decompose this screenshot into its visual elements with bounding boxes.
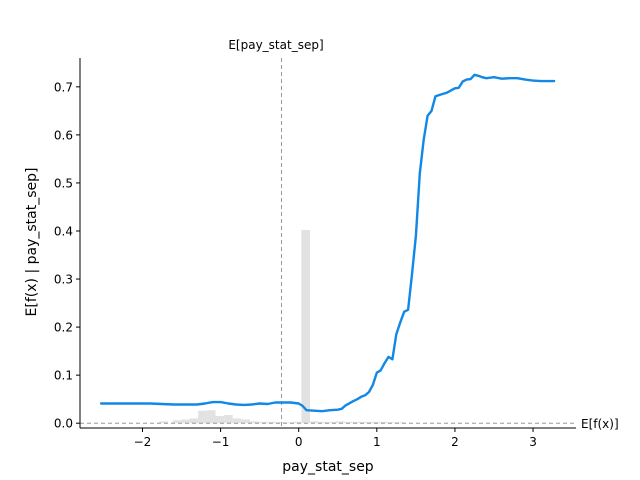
histogram-bar	[241, 419, 250, 424]
y-tick-label: 0.2	[54, 321, 73, 335]
histogram-bar	[198, 410, 207, 424]
histogram-bar	[159, 421, 168, 424]
y-axis-ticks: 0.0 0.1 0.2 0.3 0.4 0.5 0.6 0.7	[54, 80, 80, 431]
x-tick-label: 3	[529, 435, 537, 449]
y-tick-label: 0.0	[54, 417, 73, 431]
histogram-bar	[361, 421, 371, 424]
histogram-bar	[181, 419, 190, 424]
histogram-bar	[206, 410, 216, 424]
x-axis-ticks: −2 −1 0 1 2 3	[134, 428, 537, 449]
histogram-bar	[378, 421, 388, 424]
histogram-bar	[335, 421, 345, 424]
x-tick-label: −2	[134, 435, 152, 449]
histogram-bar	[301, 230, 310, 424]
histogram-bar	[327, 421, 336, 424]
histogram-bar	[215, 416, 225, 424]
histogram-bar	[370, 421, 379, 424]
x-axis-label: pay_stat_sep	[282, 459, 374, 475]
histogram-bar	[344, 421, 353, 424]
histogram-bar	[292, 421, 302, 424]
x-tick-label: 0	[295, 435, 303, 449]
y-tick-label: 0.1	[54, 369, 73, 383]
x-tick-label: 1	[373, 435, 381, 449]
y-tick-label: 0.7	[54, 80, 73, 94]
histogram-bar	[310, 421, 319, 424]
histogram-bar	[318, 421, 328, 424]
pdp-series-line	[99, 73, 556, 413]
x-tick-label: 2	[451, 435, 459, 449]
histogram-bar	[172, 420, 182, 424]
histogram-bar	[284, 422, 293, 424]
histogram-bar	[224, 415, 233, 424]
y-tick-label: 0.3	[54, 273, 73, 287]
expected-x-label: E[pay_stat_sep]	[228, 38, 323, 52]
histogram-bar	[189, 418, 199, 424]
histogram-bar	[267, 421, 276, 424]
histogram-bar	[232, 418, 242, 424]
y-tick-label: 0.6	[54, 128, 73, 142]
y-axis-label: E[f(x) | pay_stat_sep]	[24, 168, 40, 317]
histogram-bar	[258, 421, 268, 424]
y-tick-label: 0.4	[54, 224, 73, 238]
y-tick-label: 0.5	[54, 176, 73, 190]
expected-fx-label: E[f(x)]	[581, 417, 619, 431]
histogram-bar	[353, 421, 362, 424]
histogram-bar	[249, 421, 259, 424]
histogram-bar	[396, 422, 405, 424]
x-tick-label: −1	[212, 435, 230, 449]
